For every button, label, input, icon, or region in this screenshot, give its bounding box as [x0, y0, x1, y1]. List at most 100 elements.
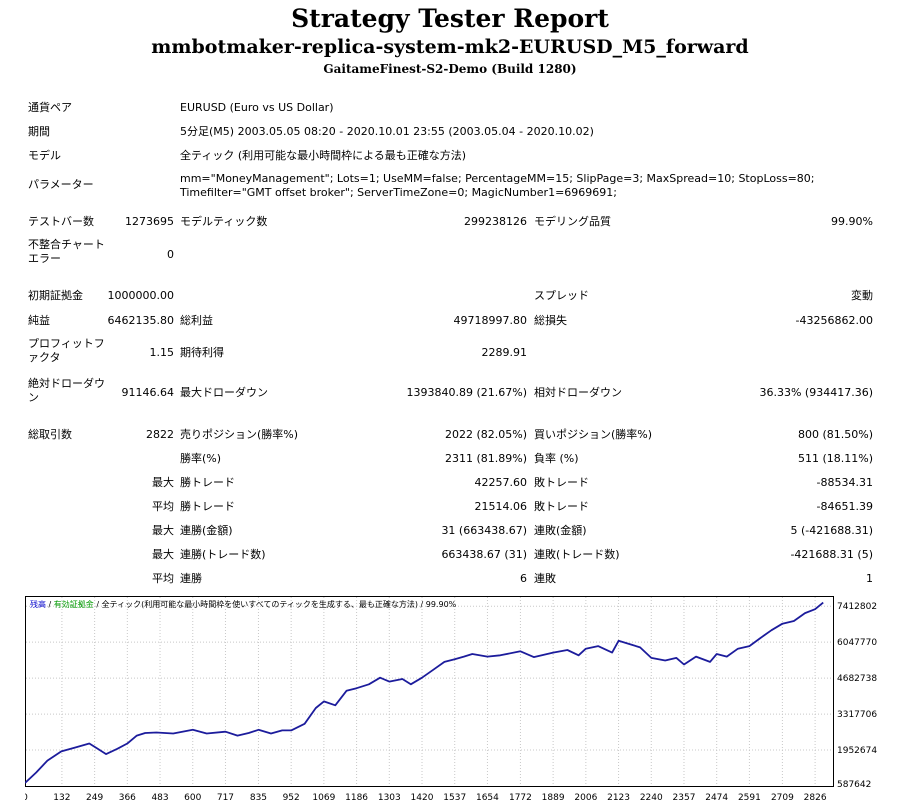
- period-value: 5分足(M5) 2003.05.05 08:20 - 2020.10.01 23…: [180, 125, 594, 138]
- max-consecutive-losses-value: 5 (-421688.31): [790, 524, 873, 537]
- x-tick-label: 2591: [738, 793, 761, 803]
- avg-consecutive-losses-value: 1: [866, 572, 873, 585]
- x-tick-label: 1420: [411, 793, 434, 803]
- deposit-value: 1000000.00: [107, 289, 174, 302]
- chart-grid: [26, 597, 833, 786]
- long-positions-value: 800 (81.50%): [797, 428, 873, 441]
- y-tick-label: 1952674: [837, 746, 877, 756]
- x-tick-label: 2357: [673, 793, 696, 803]
- max-consecutive-prefix: 最大: [152, 524, 174, 537]
- max-consecutive-wins-value: 31 (663438.67): [441, 524, 527, 537]
- largest-loss-label: 敗トレード: [534, 476, 589, 489]
- relative-drawdown-value: 36.33% (934417.36): [759, 386, 873, 399]
- loss-trades-value: 511 (18.11%): [797, 452, 873, 465]
- x-tick-label: 1654: [476, 793, 499, 803]
- gross-profit-label: 総利益: [180, 314, 213, 327]
- balance-line: [25, 601, 824, 784]
- mismatch-value: 0: [167, 248, 174, 261]
- x-tick-label: 1303: [378, 793, 401, 803]
- x-tick-label: 249: [86, 793, 103, 803]
- y-tick-label: 6047770: [837, 638, 877, 648]
- x-tick-label: 600: [184, 793, 201, 803]
- legend-separator: /: [46, 600, 54, 609]
- total-trades-value: 2822: [146, 428, 174, 441]
- deposit-label: 初期証拠金: [28, 289, 83, 302]
- average-loss-label: 敗トレード: [534, 500, 589, 513]
- parameters-label: パラメーター: [28, 178, 94, 191]
- x-tick-label: 835: [250, 793, 267, 803]
- spread-value: 変動: [851, 289, 873, 302]
- profit-trades-label: 勝率(%): [180, 452, 222, 465]
- x-tick-label: 1772: [509, 793, 532, 803]
- largest-prefix: 最大: [152, 476, 174, 489]
- x-tick-label: 132: [53, 793, 70, 803]
- y-tick-label: 7412802: [837, 602, 877, 612]
- largest-profit-label: 勝トレード: [180, 476, 235, 489]
- avg-consecutive-losses-label: 連敗: [534, 572, 556, 585]
- profit-factor-value: 1.15: [149, 346, 175, 359]
- x-tick-label: 2826: [804, 793, 827, 803]
- long-positions-label: 買いポジション(勝率%): [534, 428, 653, 441]
- x-tick-label: 1889: [542, 793, 565, 803]
- model-label: モデル: [28, 149, 61, 162]
- max-drawdown-value: 1393840.89 (21.67%): [406, 386, 527, 399]
- max-consecutive-loss-label: 連敗(トレード数): [534, 548, 620, 561]
- ticks-label: モデルティック数: [180, 215, 268, 228]
- profit-factor-label: プロフィットファクタ: [28, 337, 105, 364]
- x-tick-label: 0: [25, 793, 28, 803]
- report-title: Strategy Tester Report: [291, 4, 609, 33]
- quality-value: 99.90%: [831, 215, 873, 228]
- plot-area: [25, 596, 834, 787]
- x-tick-label: 1537: [443, 793, 466, 803]
- max-consecutive-profit-value: 663438.67 (31): [441, 548, 527, 561]
- max-drawdown-label: 最大ドローダウン: [180, 386, 268, 399]
- y-axis-labels: 587642 1952674 3317706 4682738 6047770 741280…: [837, 602, 877, 790]
- gross-loss-value: -43256862.00: [795, 314, 873, 327]
- legend-model: 全ティック(利用可能な最小時間枠を使いすべてのティックを生成する、最も正確な方法…: [102, 599, 418, 609]
- x-tick-label: 1186: [345, 793, 368, 803]
- x-tick-label: 1069: [312, 793, 335, 803]
- x-tick-label: 2006: [574, 793, 597, 803]
- net-profit-value: 6462135.80: [107, 314, 174, 327]
- loss-trades-label: 負率 (%): [534, 452, 579, 465]
- ticks-value: 299238126: [464, 215, 527, 228]
- x-axis-labels: 0 132 249 366 483 600 717 835 952 1069 1186 1303 142…: [25, 793, 827, 803]
- y-tick-label: 4682738: [837, 674, 877, 684]
- largest-loss-value: -88534.31: [816, 476, 873, 489]
- short-positions-label: 売りポジション(勝率%): [180, 428, 299, 441]
- max-consecutive-losses-label: 連敗(金額): [534, 524, 587, 537]
- x-tick-label: 366: [119, 793, 136, 803]
- gross-loss-label: 総損失: [534, 314, 567, 327]
- max-consecutive-wins-label: 連勝(金額): [180, 524, 233, 537]
- total-trades-label: 総取引数: [28, 428, 72, 441]
- expected-payoff-value: 2289.91: [481, 346, 528, 359]
- short-positions-value: 2022 (82.05%): [444, 428, 527, 441]
- absolute-drawdown-value: 91146.64: [121, 386, 175, 399]
- avg-consecutive-wins-value: 6: [520, 572, 527, 585]
- model-value: 全ティック (利用可能な最小時間枠による最も正確な方法): [180, 149, 467, 162]
- avg-consecutive-prefix: 平均: [152, 572, 174, 585]
- x-tick-label: 2474: [705, 793, 728, 803]
- max-consecutive-profit-label: 連勝(トレード数): [180, 548, 266, 561]
- symbol-value: EURUSD (Euro vs US Dollar): [180, 101, 334, 114]
- chart-legend: 残高 / 有効証拠金 / 全ティック(利用可能な最小時間枠を使いすべてのティック…: [30, 599, 457, 609]
- max-consecutive-loss-value: -421688.31 (5): [790, 548, 873, 561]
- absolute-drawdown-label: 絶対ドローダウン: [28, 377, 105, 404]
- average-profit-label: 勝トレード: [180, 500, 235, 513]
- legend-equity: 有効証拠金: [54, 599, 94, 609]
- mismatch-label: 不整合チャートエラー: [28, 238, 105, 265]
- quality-label: モデリング品質: [534, 215, 611, 228]
- symbol-label: 通貨ペア: [28, 101, 72, 114]
- legend-quality: / 99.90%: [418, 600, 457, 609]
- gross-profit-value: 49718997.80: [453, 314, 527, 327]
- period-label: 期間: [28, 125, 50, 138]
- avg-consecutive-wins-label: 連勝: [180, 572, 202, 585]
- server-build: GaitameFinest-S2-Demo (Build 1280): [323, 62, 577, 76]
- average-loss-value: -84651.39: [816, 500, 873, 513]
- average-prefix: 平均: [152, 500, 174, 513]
- largest-profit-value: 42257.60: [474, 476, 528, 489]
- maximal-consecutive-prefix: 最大: [152, 548, 174, 561]
- parameters-value: mm="MoneyManagement"; Lots=1; UseMM=fals…: [180, 172, 815, 199]
- x-tick-label: 717: [217, 793, 234, 803]
- legend-separator: /: [94, 600, 102, 609]
